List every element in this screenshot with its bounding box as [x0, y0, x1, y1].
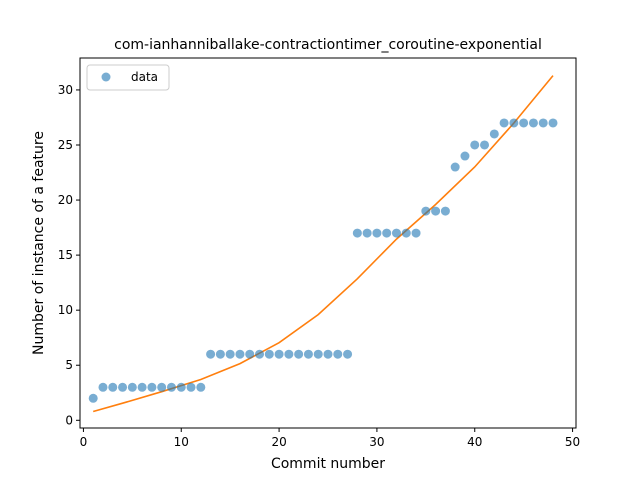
legend-box — [86, 64, 170, 91]
data-point — [343, 349, 353, 359]
fit-line — [92, 75, 554, 413]
y-tick-label: 5 — [65, 358, 73, 372]
data-point — [528, 118, 538, 128]
fit-line-layer — [92, 75, 554, 413]
y-tick-label: 10 — [58, 303, 73, 317]
data-point — [284, 349, 294, 359]
data-point — [431, 206, 441, 216]
data-point — [509, 118, 519, 128]
data-point — [362, 228, 372, 238]
data-point — [489, 129, 499, 139]
data-point — [186, 382, 196, 392]
data-point — [440, 206, 450, 216]
data-point — [480, 140, 490, 150]
data-point — [323, 349, 333, 359]
y-tick-label: 30 — [58, 83, 73, 97]
data-point — [372, 228, 382, 238]
x-tick-label: 30 — [369, 435, 384, 449]
data-points-layer — [88, 118, 558, 403]
y-tick-label: 25 — [58, 138, 73, 152]
data-point — [391, 228, 401, 238]
y-axis-label: Number of instance of a feature — [31, 131, 47, 355]
data-point — [264, 349, 274, 359]
chart-title: com-ianhanniballake-contractiontimer_cor… — [114, 37, 542, 53]
data-point — [235, 349, 245, 359]
x-tick-label: 0 — [80, 435, 88, 449]
data-point — [137, 382, 147, 392]
data-point — [215, 349, 225, 359]
data-point — [166, 382, 176, 392]
y-axis-ticks: 0 5 10 15 20 25 30 — [58, 83, 80, 427]
data-point — [333, 349, 343, 359]
data-point — [460, 151, 470, 161]
x-tick-label: 20 — [271, 435, 286, 449]
data-point — [519, 118, 529, 128]
x-axis-label: Commit number — [271, 456, 385, 472]
data-point — [157, 382, 167, 392]
data-point — [313, 349, 323, 359]
data-point — [147, 382, 157, 392]
data-point — [127, 382, 137, 392]
x-tick-label: 50 — [565, 435, 580, 449]
y-tick-label: 20 — [58, 193, 73, 207]
data-point — [274, 349, 284, 359]
data-point — [294, 349, 304, 359]
data-point — [225, 349, 235, 359]
axes-frame — [79, 57, 577, 429]
data-point — [401, 228, 411, 238]
y-tick-label: 15 — [58, 248, 73, 262]
data-point — [255, 349, 265, 359]
data-point — [382, 228, 392, 238]
data-point — [118, 382, 128, 392]
x-tick-label: 10 — [174, 435, 189, 449]
data-point — [245, 349, 255, 359]
data-point — [352, 228, 362, 238]
legend: data — [86, 64, 170, 91]
data-point — [98, 382, 108, 392]
data-point — [176, 382, 186, 392]
data-point — [108, 382, 118, 392]
x-tick-label: 40 — [467, 435, 482, 449]
data-point — [206, 349, 216, 359]
y-tick-label: 0 — [65, 413, 73, 427]
data-point — [196, 382, 206, 392]
data-point — [538, 118, 548, 128]
data-point — [450, 162, 460, 172]
data-point — [548, 118, 558, 128]
legend-label-data: data — [131, 70, 158, 84]
plot-area — [88, 75, 558, 413]
data-point — [303, 349, 313, 359]
data-point — [470, 140, 480, 150]
legend-marker — [101, 72, 111, 82]
data-point — [411, 228, 421, 238]
x-axis-ticks: 0 10 20 30 40 50 — [80, 428, 580, 449]
data-point — [499, 118, 509, 128]
data-point — [88, 393, 98, 403]
data-point — [421, 206, 431, 216]
